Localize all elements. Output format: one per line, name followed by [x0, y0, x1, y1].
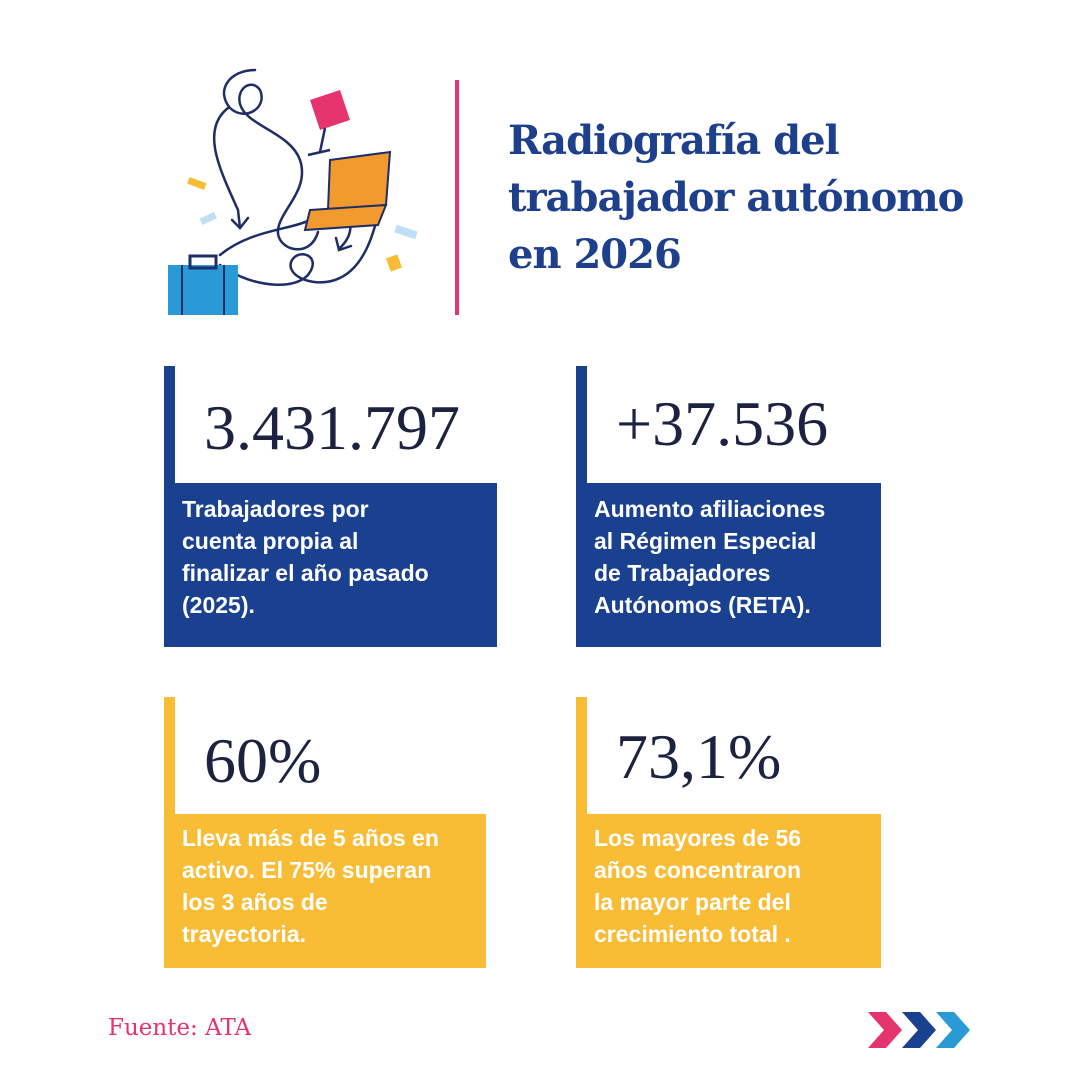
stat-description: Aumento afiliaciones al Régimen Especial…: [576, 483, 881, 647]
stat-description: Lleva más de 5 años en activo. El 75% su…: [164, 814, 486, 968]
stat-description: Trabajadores por cuenta propia al finali…: [164, 483, 497, 647]
title-divider: [455, 80, 459, 315]
page-title: Radiografía del trabajador autónomo en 2…: [508, 112, 1028, 283]
stat-value: 60%: [204, 725, 322, 796]
stat-value: +37.536: [616, 388, 829, 459]
worker-illustration: [168, 68, 418, 315]
title-line: trabajador autónomo: [508, 174, 964, 221]
title-line: Radiografía del: [508, 117, 840, 164]
briefcase-icon: [168, 254, 238, 315]
stat-value: 3.431.797: [204, 392, 460, 463]
title-line: en 2026: [508, 231, 682, 278]
stat-value: 73,1%: [616, 721, 782, 792]
laptop-icon: [303, 150, 392, 232]
source-label: Fuente: ATA: [108, 1015, 252, 1041]
next-arrows-icon[interactable]: [866, 1008, 974, 1052]
stat-description: Los mayores de 56 años concentraron la m…: [576, 814, 881, 968]
lamp-icon: [307, 90, 350, 157]
